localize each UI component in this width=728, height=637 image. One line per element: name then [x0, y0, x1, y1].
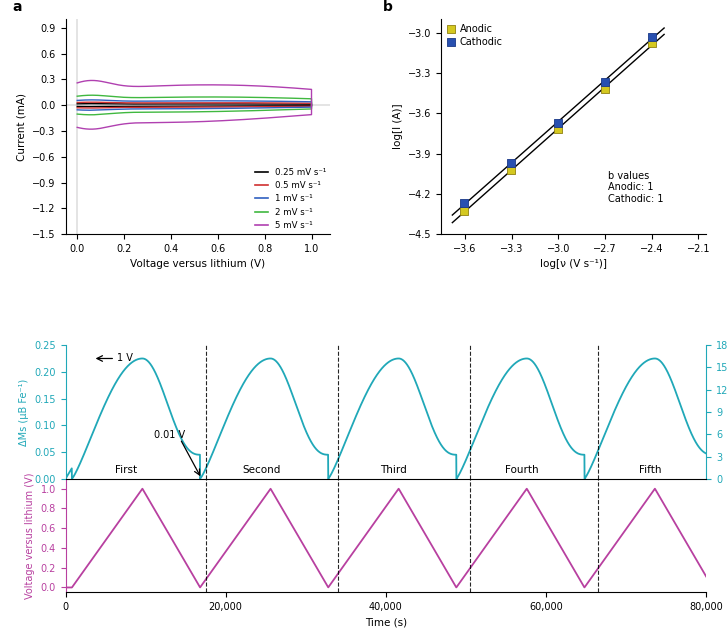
1 mV s⁻¹: [73, 97, 82, 104]
2 mV s⁻¹: [73, 92, 82, 100]
Text: b values
Anodic: 1
Cathodic: 1: b values Anodic: 1 Cathodic: 1: [608, 171, 663, 204]
0.25 mV s⁻¹: [263, 100, 272, 108]
2 mV s⁻¹: [280, 94, 288, 102]
2 mV s⁻¹: [263, 94, 272, 101]
1 mV s⁻¹: [280, 97, 288, 105]
1 mV s⁻¹: [175, 105, 184, 113]
Text: Fourth: Fourth: [505, 466, 539, 475]
Cathodic: [646, 31, 658, 41]
Anodic: [459, 206, 470, 217]
0.5 mV s⁻¹: [122, 99, 130, 106]
X-axis label: Voltage versus lithium (V): Voltage versus lithium (V): [130, 259, 266, 269]
Line: 2 mV s⁻¹: 2 mV s⁻¹: [77, 95, 312, 115]
Text: Second: Second: [242, 466, 281, 475]
0.25 mV s⁻¹: [87, 103, 95, 110]
Y-axis label: Voltage versus lithium (V): Voltage versus lithium (V): [25, 473, 35, 599]
2 mV s⁻¹: [175, 108, 184, 116]
0.25 mV s⁻¹: [73, 103, 82, 110]
0.25 mV s⁻¹: [219, 102, 228, 110]
0.5 mV s⁻¹: [280, 99, 288, 107]
5 mV s⁻¹: [263, 83, 272, 90]
1 mV s⁻¹: [87, 106, 95, 114]
2 mV s⁻¹: [73, 110, 82, 118]
Cathodic: [599, 77, 611, 87]
Y-axis label: Current (mA): Current (mA): [17, 92, 27, 161]
5 mV s⁻¹: [280, 83, 288, 91]
5 mV s⁻¹: [73, 124, 82, 131]
2 mV s⁻¹: [87, 91, 96, 99]
1 mV s⁻¹: [73, 106, 82, 113]
5 mV s⁻¹: [122, 82, 130, 90]
5 mV s⁻¹: [175, 118, 184, 126]
Line: 5 mV s⁻¹: 5 mV s⁻¹: [77, 80, 312, 129]
0.25 mV s⁻¹: [73, 100, 82, 108]
Text: Third: Third: [381, 466, 407, 475]
5 mV s⁻¹: [167, 118, 176, 126]
1 mV s⁻¹: [167, 105, 176, 113]
Text: First: First: [114, 466, 137, 475]
Line: 0.25 mV s⁻¹: 0.25 mV s⁻¹: [77, 104, 312, 106]
Text: a: a: [12, 0, 22, 13]
0.25 mV s⁻¹: [122, 100, 130, 108]
0.5 mV s⁻¹: [175, 103, 184, 111]
Cathodic: [459, 198, 470, 208]
Line: 1 mV s⁻¹: 1 mV s⁻¹: [77, 100, 312, 110]
2 mV s⁻¹: [87, 111, 95, 118]
Cathodic: [553, 117, 564, 127]
0.5 mV s⁻¹: [87, 98, 96, 106]
5 mV s⁻¹: [87, 125, 95, 133]
Y-axis label: ΔMs (μB Fe⁻¹): ΔMs (μB Fe⁻¹): [19, 378, 28, 445]
1 mV s⁻¹: [87, 96, 96, 104]
Anodic: [505, 164, 517, 175]
0.5 mV s⁻¹: [87, 104, 95, 112]
0.5 mV s⁻¹: [219, 103, 228, 111]
Anodic: [553, 124, 564, 134]
Line: 0.5 mV s⁻¹: 0.5 mV s⁻¹: [77, 102, 312, 108]
0.5 mV s⁻¹: [73, 104, 82, 111]
0.25 mV s⁻¹: [280, 100, 288, 108]
0.5 mV s⁻¹: [73, 99, 82, 106]
Legend: 0.25 mV s⁻¹, 0.5 mV s⁻¹, 1 mV s⁻¹, 2 mV s⁻¹, 5 mV s⁻¹: 0.25 mV s⁻¹, 0.5 mV s⁻¹, 1 mV s⁻¹, 2 mV …: [255, 168, 326, 230]
5 mV s⁻¹: [219, 117, 228, 124]
0.25 mV s⁻¹: [87, 100, 96, 108]
Anodic: [599, 84, 611, 94]
Legend: Anodic, Cathodic: Anodic, Cathodic: [446, 24, 503, 47]
5 mV s⁻¹: [73, 79, 82, 87]
0.25 mV s⁻¹: [175, 103, 184, 110]
Anodic: [646, 38, 658, 48]
Cathodic: [505, 158, 517, 168]
Text: Fifth: Fifth: [639, 466, 661, 475]
0.5 mV s⁻¹: [167, 103, 176, 111]
5 mV s⁻¹: [87, 76, 96, 84]
1 mV s⁻¹: [122, 97, 130, 105]
1 mV s⁻¹: [219, 104, 228, 112]
2 mV s⁻¹: [122, 94, 130, 101]
1 mV s⁻¹: [263, 97, 272, 105]
2 mV s⁻¹: [167, 108, 176, 116]
X-axis label: log[ν (V s⁻¹)]: log[ν (V s⁻¹)]: [540, 259, 607, 269]
X-axis label: Time (s): Time (s): [365, 618, 407, 627]
0.5 mV s⁻¹: [263, 99, 272, 107]
Text: b: b: [383, 0, 393, 13]
0.25 mV s⁻¹: [167, 103, 176, 110]
Text: 1 V: 1 V: [116, 353, 132, 363]
Text: 0.01 V: 0.01 V: [154, 430, 185, 440]
2 mV s⁻¹: [219, 108, 228, 115]
Y-axis label: log[I (A)]: log[I (A)]: [392, 104, 403, 150]
